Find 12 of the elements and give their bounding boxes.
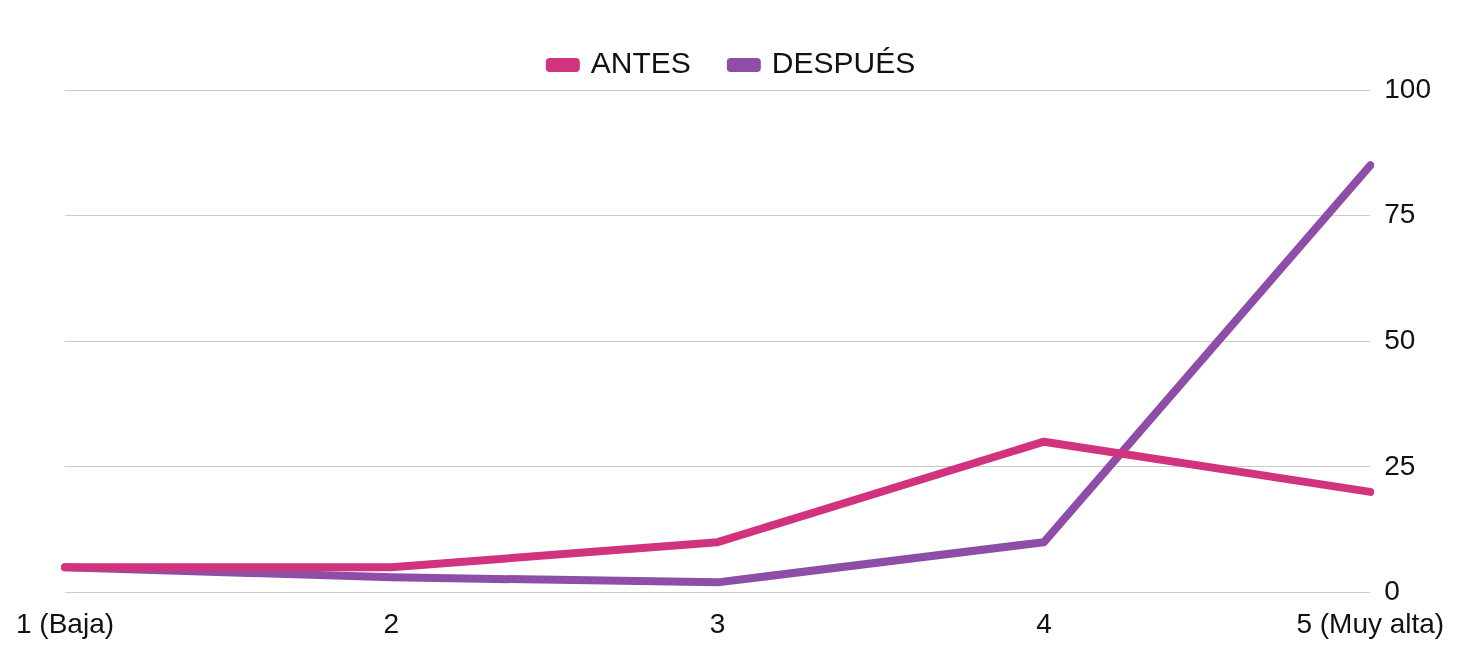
x-tick-label: 5 (Muy alta) (1296, 607, 1445, 639)
y-tick-label: 0 (1384, 575, 1400, 607)
legend-label: DESPUÉS (771, 46, 916, 80)
y-tick-label: 100 (1384, 72, 1431, 104)
y-tick-label: 50 (1384, 323, 1416, 355)
x-tick-label: 4 (1036, 607, 1052, 639)
x-tick-label: 1 (Baja) (16, 607, 115, 639)
x-tick-label: 3 (709, 607, 726, 639)
y-tick-label: 75 (1384, 198, 1416, 230)
x-tick-label: 2 (383, 607, 400, 639)
y-tick-label: 25 (1384, 449, 1416, 481)
legend-label: ANTES (590, 46, 691, 80)
